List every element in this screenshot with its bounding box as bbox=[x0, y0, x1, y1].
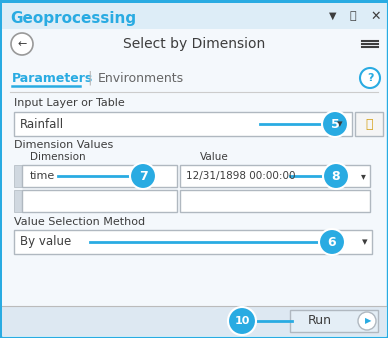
Text: 10: 10 bbox=[234, 316, 250, 326]
Text: ▼: ▼ bbox=[329, 11, 337, 21]
Text: 6: 6 bbox=[328, 236, 336, 248]
Circle shape bbox=[360, 68, 380, 88]
Text: ✕: ✕ bbox=[371, 9, 381, 23]
Text: Value Selection Method: Value Selection Method bbox=[14, 217, 145, 227]
Text: ?: ? bbox=[367, 73, 373, 83]
Bar bbox=[180, 165, 370, 187]
Bar bbox=[355, 112, 383, 136]
Circle shape bbox=[228, 307, 256, 335]
Text: ▶: ▶ bbox=[365, 316, 371, 325]
Text: ▾: ▾ bbox=[360, 171, 365, 181]
Text: ▾: ▾ bbox=[337, 119, 343, 129]
Circle shape bbox=[130, 163, 156, 189]
Text: Select by Dimension: Select by Dimension bbox=[123, 37, 265, 51]
Bar bbox=[14, 165, 22, 187]
Text: Run: Run bbox=[308, 314, 332, 328]
Text: Value: Value bbox=[200, 152, 229, 162]
Text: ⬜: ⬜ bbox=[350, 11, 356, 21]
Text: ←: ← bbox=[17, 39, 27, 49]
Bar bbox=[2, 59, 386, 307]
Bar bbox=[0, 0, 388, 3]
Bar bbox=[290, 310, 378, 332]
Text: 7: 7 bbox=[139, 169, 147, 183]
Circle shape bbox=[11, 33, 33, 55]
Text: 5: 5 bbox=[331, 118, 340, 130]
Circle shape bbox=[358, 312, 376, 330]
Text: Parameters: Parameters bbox=[12, 72, 93, 84]
Text: Rainfall: Rainfall bbox=[20, 118, 64, 130]
Circle shape bbox=[322, 111, 348, 137]
Text: 12/31/1898 00:00:00: 12/31/1898 00:00:00 bbox=[186, 171, 296, 181]
Text: 8: 8 bbox=[332, 169, 340, 183]
Text: time: time bbox=[30, 171, 55, 181]
Bar bbox=[2, 29, 386, 59]
Bar bbox=[22, 190, 177, 212]
Text: Dimension Values: Dimension Values bbox=[14, 140, 113, 150]
Bar bbox=[14, 230, 372, 254]
Bar bbox=[2, 306, 386, 336]
Circle shape bbox=[323, 163, 349, 189]
Text: 📁: 📁 bbox=[365, 118, 373, 130]
Text: |: | bbox=[88, 71, 92, 85]
Text: By value: By value bbox=[20, 236, 71, 248]
Bar bbox=[14, 190, 22, 212]
Circle shape bbox=[319, 229, 345, 255]
Bar bbox=[22, 165, 177, 187]
Bar bbox=[2, 3, 386, 29]
Text: Geoprocessing: Geoprocessing bbox=[10, 10, 136, 25]
Text: Environments: Environments bbox=[98, 72, 184, 84]
Text: Dimension: Dimension bbox=[30, 152, 86, 162]
Bar bbox=[180, 190, 370, 212]
Bar bbox=[14, 112, 352, 136]
Text: Input Layer or Table: Input Layer or Table bbox=[14, 98, 125, 108]
Text: ▾: ▾ bbox=[362, 237, 368, 247]
